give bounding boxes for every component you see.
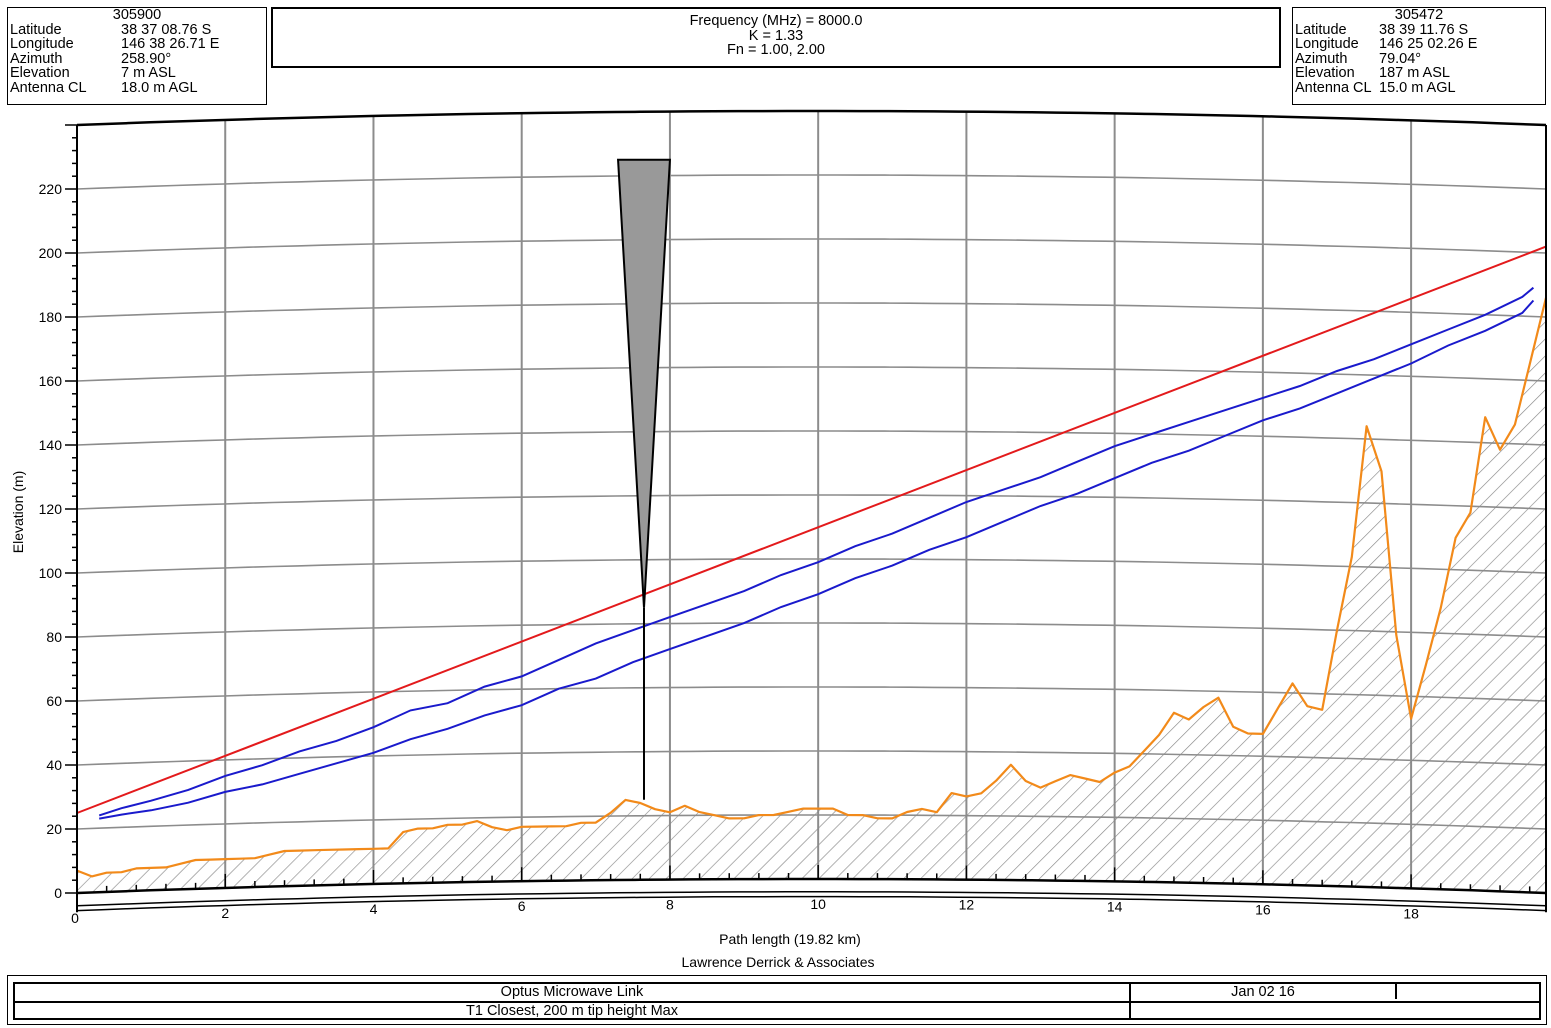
k-factor-text: K = 1.33 <box>748 27 804 44</box>
title-block-inner: Optus Microwave Link Jan 02 16 T1 Closes… <box>13 982 1541 1020</box>
y-tick-label: 0 <box>54 885 62 901</box>
y-tick-label: 120 <box>39 501 63 517</box>
report-subtitle: T1 Closest, 200 m tip height Max <box>466 1003 678 1019</box>
elevation-gridline <box>76 558 1547 574</box>
y-tick-label: 80 <box>46 629 62 645</box>
plot-baseline <box>76 877 1547 895</box>
terrain-profile <box>76 297 1548 893</box>
fresnel-zones <box>98 286 1535 820</box>
x-tick-label: 14 <box>1107 898 1123 914</box>
x-tick-label: 12 <box>959 897 975 913</box>
line-of-sight-line <box>76 245 1547 814</box>
x-tick-label: 8 <box>666 897 674 913</box>
elevation-gridline <box>76 238 1547 254</box>
plot-frame <box>76 109 1547 913</box>
elevation-gridline <box>76 302 1547 318</box>
site-row-antenna: Antenna CL 15.0 m AGL <box>1295 79 1456 96</box>
site-row-longitude: Longitude 146 25 02.26 E <box>1295 36 1478 52</box>
site-info-left: 305900 Latitude 38 37 08.76 S Longitude 14… <box>7 7 267 105</box>
x-tick-label: 10 <box>810 896 826 912</box>
y-tick-label: 140 <box>39 437 63 453</box>
fresnel-zone-line <box>98 286 1535 817</box>
report-title: Optus Microwave Link <box>500 984 644 1000</box>
x-axis-label: Path length (19.82 km) <box>719 931 861 947</box>
title-block: Optus Microwave Link Jan 02 16 T1 Closes… <box>7 975 1547 1025</box>
x-tick-label: 6 <box>518 898 526 914</box>
site-row-longitude: Longitude 146 38 26.71 E <box>10 36 220 52</box>
y-tick-label: 180 <box>39 309 63 325</box>
elevation-gridline <box>76 366 1547 382</box>
y-tick-label: 100 <box>39 565 63 581</box>
y-tick-label: 200 <box>39 245 63 261</box>
y-tick-label: 20 <box>46 821 62 837</box>
terrain-line <box>76 297 1548 878</box>
site-row-latitude: Latitude 38 37 08.76 S <box>10 21 212 38</box>
title-block-divider <box>15 1001 1539 1003</box>
y-axis-label: Elevation (m) <box>10 471 26 553</box>
elevation-gridline <box>76 622 1547 638</box>
x-tick-label: 0 <box>71 910 79 926</box>
site-row-azimuth: Azimuth 258.90° <box>10 50 172 67</box>
x-tick-label: 16 <box>1255 901 1271 917</box>
title-block-divider <box>1129 984 1131 1018</box>
y-axis: 0 20 40 60 80 100 120 140 160 180 200 220 <box>39 124 77 901</box>
link-parameters: Frequency (MHz) = 8000.0 K = 1.33 Fn = 1… <box>271 7 1281 68</box>
frequency-text: Frequency (MHz) = 8000.0 <box>689 13 863 29</box>
plot-top-border <box>76 109 1547 127</box>
y-tick-label: 160 <box>39 373 63 389</box>
obstruction-wedge <box>616 158 671 608</box>
plot-baseline-rule <box>76 891 1547 907</box>
x-axis: 0 2 4 6 8 10 12 14 16 18 <box>71 865 1531 926</box>
elevation-gridline <box>76 174 1547 190</box>
site-row-elevation: Elevation 187 m ASL <box>1295 65 1450 81</box>
site-info-right: 305472 Latitude 38 39 11.76 S Longitude 14… <box>1292 7 1546 105</box>
site-row-elevation: Elevation 7 m ASL <box>10 65 176 81</box>
site-row-antenna: Antenna CL 18.0 m AGL <box>10 79 198 96</box>
x-tick-label: 2 <box>221 905 229 921</box>
report-date: Jan 02 16 <box>1231 984 1295 1000</box>
site-row-azimuth: Azimuth 79.04° <box>1295 50 1422 67</box>
line-of-sight <box>76 245 1547 814</box>
site-id: 305900 <box>112 7 162 23</box>
obstruction-tower <box>616 158 671 800</box>
y-tick-label: 40 <box>46 757 62 773</box>
plot-baseline-rule <box>76 895 1547 912</box>
site-id: 305472 <box>1394 7 1444 23</box>
x-tick-label: 18 <box>1403 905 1419 921</box>
terrain-fill <box>77 297 1546 893</box>
x-tick-label: 4 <box>370 901 378 917</box>
elevation-gridline <box>76 430 1547 446</box>
fresnel-factor-text: Fn = 1.00, 2.00 <box>727 42 825 58</box>
fresnel-zone-line <box>99 299 1535 820</box>
y-tick-label: 220 <box>39 181 63 197</box>
credit-text: Lawrence Derrick & Associates <box>682 954 875 970</box>
elevation-gridline <box>76 494 1547 510</box>
elevation-gridline <box>76 686 1547 702</box>
site-row-latitude: Latitude 38 39 11.76 S <box>1295 21 1469 38</box>
y-tick-label: 60 <box>46 693 62 709</box>
title-block-divider <box>1395 984 1397 999</box>
